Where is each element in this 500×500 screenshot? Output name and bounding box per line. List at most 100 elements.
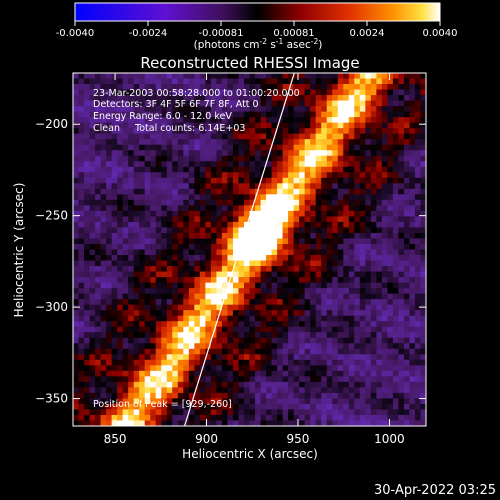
heatmap-cell [332, 409, 339, 416]
heatmap-cell [166, 122, 173, 129]
heatmap-cell [249, 177, 256, 184]
heatmap-cell [161, 310, 168, 317]
heatmap-cell [95, 177, 101, 184]
heatmap-cell [255, 177, 261, 184]
heatmap-cell [172, 409, 179, 416]
heatmap-cell [84, 414, 90, 421]
heatmap-cell [73, 310, 79, 317]
heatmap-cell [194, 150, 201, 157]
heatmap-cell [205, 321, 212, 328]
heatmap-cell [359, 150, 366, 157]
heatmap-cell [310, 304, 317, 311]
heatmap-cell [420, 183, 426, 190]
heatmap-cell [304, 100, 311, 107]
heatmap-cell [117, 172, 124, 179]
heatmap-cell [266, 243, 272, 250]
heatmap-cell [78, 89, 85, 96]
heatmap-cell [133, 238, 140, 245]
heatmap-cell [166, 166, 173, 173]
heatmap-cell [194, 255, 201, 261]
heatmap-cell [271, 221, 278, 228]
heatmap-cell [161, 348, 168, 355]
heatmap-cell [315, 370, 322, 377]
heatmap-cell [359, 122, 366, 129]
heatmap-cell [381, 150, 388, 157]
heatmap-cell [260, 282, 267, 289]
heatmap-cell [232, 315, 239, 322]
heatmap-cell [370, 315, 377, 322]
heatmap-cell [106, 205, 113, 212]
heatmap-cell [177, 266, 184, 272]
heatmap-cell [293, 172, 300, 179]
heatmap-cell [122, 282, 129, 289]
heatmap-cell [117, 299, 124, 306]
heatmap-cell [299, 343, 306, 350]
heatmap-cell [337, 370, 344, 377]
heatmap-cell [271, 205, 278, 212]
heatmap-cell [365, 95, 372, 101]
colorbar-tick-label: 0.0040 [423, 28, 458, 39]
heatmap-cell [260, 277, 267, 283]
heatmap-cell [321, 155, 328, 162]
heatmap-cell [282, 315, 289, 322]
heatmap-cell [392, 221, 399, 228]
heatmap-cell [194, 326, 201, 333]
heatmap-cell [139, 332, 146, 339]
heatmap-cell [365, 73, 372, 79]
heatmap-cell [315, 205, 322, 212]
heatmap-cell [89, 315, 96, 322]
heatmap-cell [260, 288, 267, 295]
heatmap-cell [337, 150, 344, 157]
heatmap-cell [84, 210, 90, 217]
heatmap-cell [172, 271, 179, 278]
heatmap-cell [420, 288, 426, 295]
heatmap-cell [326, 78, 333, 85]
heatmap-cell [177, 73, 184, 79]
heatmap-cell [106, 161, 113, 168]
heatmap-cell [210, 183, 217, 190]
heatmap-cell [343, 128, 350, 135]
heatmap-cell [409, 133, 416, 140]
heatmap-cell [321, 100, 328, 107]
heatmap-cell [359, 133, 366, 140]
heatmap-cell [221, 310, 228, 317]
heatmap-cell [420, 117, 426, 124]
heatmap-cell [365, 310, 372, 317]
heatmap-cell [177, 221, 184, 228]
heatmap-cell [111, 106, 118, 113]
heatmap-cell [106, 78, 113, 85]
heatmap-cell [370, 392, 377, 399]
heatmap-cell [332, 183, 339, 190]
heatmap-cell [277, 84, 283, 90]
heatmap-cell [387, 199, 394, 206]
heatmap-cell [106, 188, 113, 195]
heatmap-cell [420, 144, 426, 151]
heatmap-cell [243, 376, 250, 383]
heatmap-cell [133, 343, 140, 350]
heatmap-cell [172, 78, 179, 85]
heatmap-cell [210, 161, 217, 168]
heatmap-cell [221, 359, 228, 366]
heatmap-cell [106, 409, 113, 416]
heatmap-cell [299, 232, 306, 239]
heatmap-cell [348, 155, 355, 162]
heatmap-cell [321, 420, 328, 426]
heatmap-cell [354, 117, 361, 124]
heatmap-cell [365, 78, 372, 85]
heatmap-cell [304, 293, 311, 300]
heatmap-cell [238, 95, 245, 101]
heatmap-cell [299, 326, 306, 333]
heatmap-cell [315, 172, 322, 179]
heatmap-cell [89, 288, 96, 295]
heatmap-cell [271, 166, 278, 173]
heatmap-cell [288, 271, 295, 278]
heatmap-cell [414, 293, 421, 300]
heatmap-cell [210, 381, 217, 388]
heatmap-cell [255, 210, 261, 217]
heatmap-cell [387, 337, 394, 344]
heatmap-cell [260, 177, 267, 184]
heatmap-cell [194, 260, 201, 267]
heatmap-cell [255, 343, 261, 350]
heatmap-cell [376, 84, 383, 90]
heatmap-cell [398, 420, 405, 426]
